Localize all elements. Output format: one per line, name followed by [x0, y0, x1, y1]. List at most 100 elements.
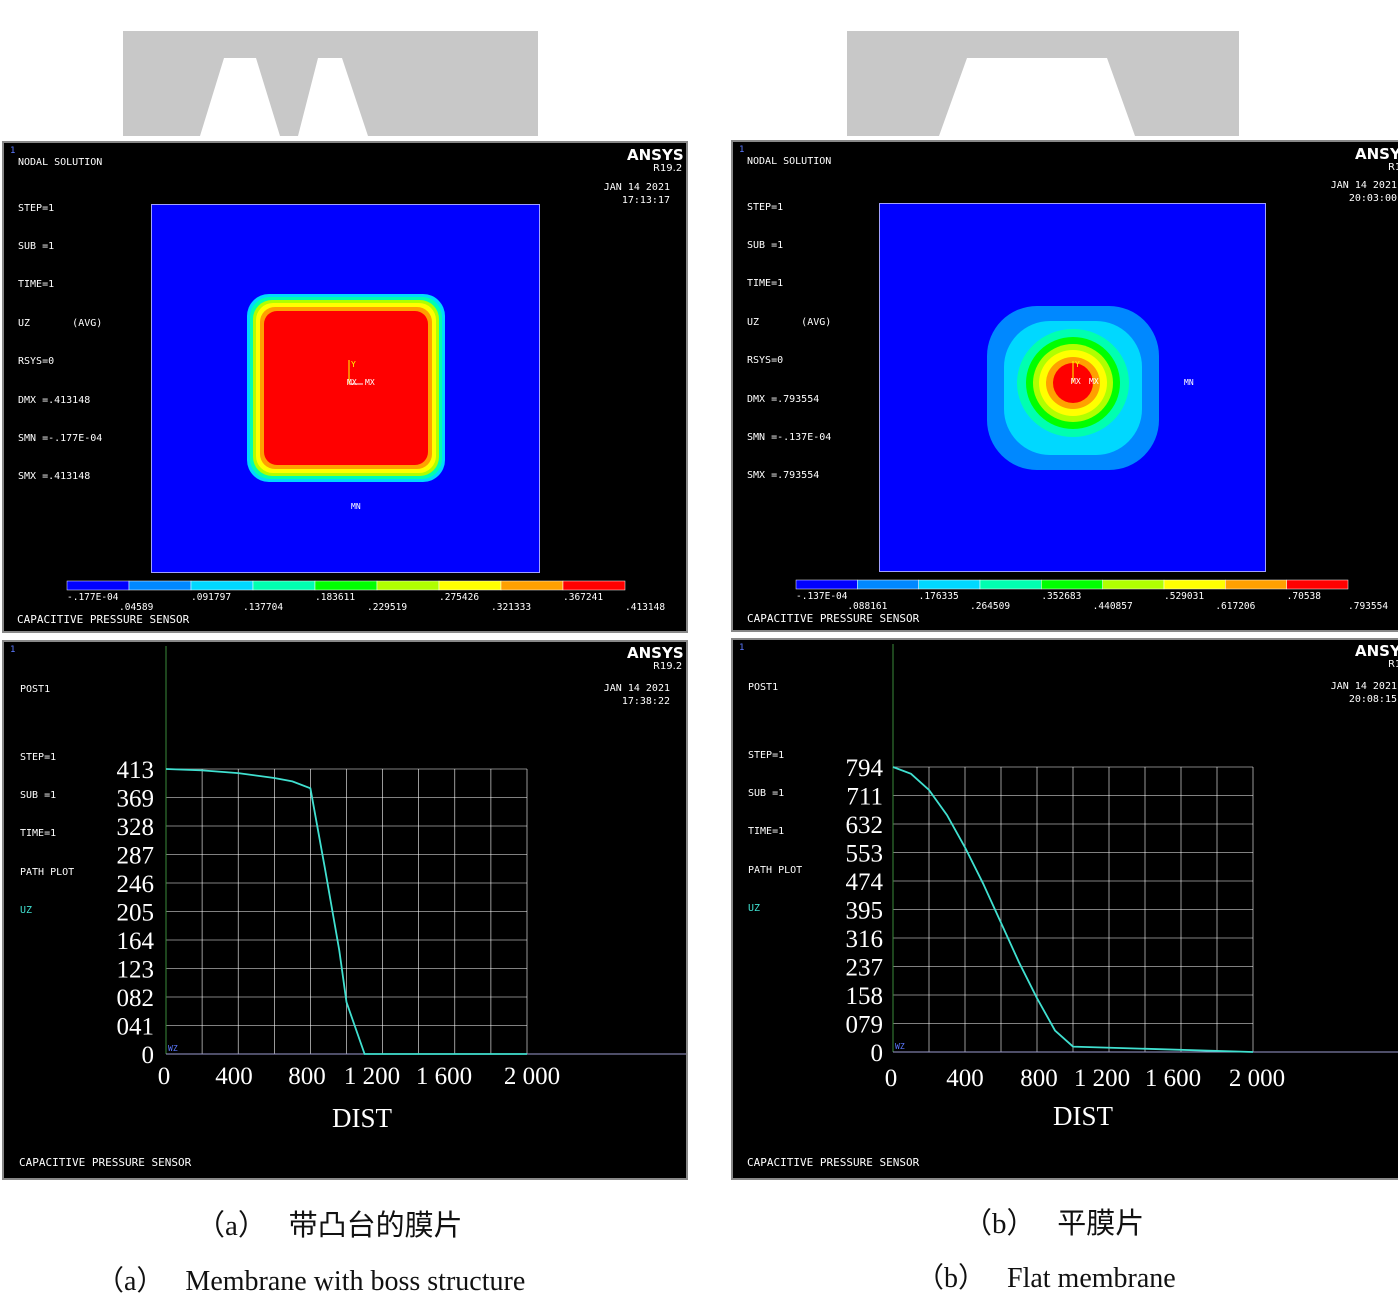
legend-top-label: -.137E-04: [796, 591, 848, 602]
legend-swatch: [438, 580, 502, 591]
legend-top-labels: -.137E-04 .176335 .352683 .529031 .70538: [796, 591, 1321, 602]
y-tick-label: 794: [846, 755, 884, 782]
date-text: JAN 14 2021: [603, 683, 670, 694]
boss-membrane-profile: [123, 31, 538, 136]
plot-date: JAN 14 2021 20:08:15: [1293, 680, 1397, 706]
info-line: STEP=1: [18, 202, 55, 214]
info-line: SMX =.413148: [18, 471, 91, 483]
info-line: RSYS=0: [18, 356, 55, 368]
info-line: TIME=1: [748, 826, 785, 838]
y-tick-label: 328: [117, 814, 155, 841]
caption-a-chinese: （a） 带凸台的膜片: [196, 1210, 463, 1242]
x-tick-label: 2 000: [504, 1063, 560, 1090]
legend-bottom-label: .321333: [491, 602, 531, 613]
legend-swatch: [795, 579, 858, 590]
grid: [892, 766, 1254, 1053]
date-text: JAN 14 2021: [603, 182, 670, 193]
uz-label: UZ: [748, 903, 761, 915]
ansys-logo: ANSYS: [627, 644, 684, 662]
y-tick-label: 632: [846, 812, 884, 839]
time-text: 20:03:00: [1348, 193, 1397, 204]
color-legend: -.137E-04 .176335 .352683 .529031 .70538 .08…: [795, 579, 1388, 612]
svg-text:MX: MX: [347, 378, 357, 387]
legend-bottom-label: .793554: [1348, 601, 1388, 612]
y-tick-label: 553: [846, 841, 884, 868]
x-tick-label: 400: [215, 1063, 253, 1090]
legend-top-label: .529031: [1164, 591, 1204, 602]
y-tick-label: 413: [117, 757, 155, 784]
y-tick-label: 082: [117, 985, 155, 1012]
info-line: DMX =.413148: [18, 394, 91, 406]
y-tick-label: 246: [117, 871, 155, 898]
y-tick-label: 287: [117, 843, 155, 870]
coordinate-triad: Y MX MX: [347, 360, 375, 387]
y-tick-label: 711: [846, 784, 883, 811]
wz-marker: WZ: [895, 1042, 905, 1051]
plot-date: JAN 14 2021 17:13:17: [604, 181, 670, 207]
info-line: SUB =1: [747, 239, 784, 251]
info-line: UZ (AVG): [18, 317, 103, 329]
legend-bottom-label: .229519: [367, 602, 407, 613]
legend-top-label: .176335: [919, 591, 959, 602]
ansys-version: R19.2: [653, 163, 683, 174]
window-number: 1: [739, 145, 745, 155]
info-line: STEP=1: [748, 749, 785, 761]
y-tick-label: 316: [846, 926, 884, 953]
plot-footer: CAPACITIVE PRESSURE SENSOR: [747, 1156, 920, 1169]
y-tick-label: 0: [871, 1040, 884, 1067]
window-number: 1: [739, 643, 745, 653]
path-info: POST1 STEP=1 SUB =1 TIME=1 PATH PLOT UZ: [20, 658, 74, 944]
legend-swatch: [562, 580, 626, 591]
caption-b-english: （b） Flat membrane: [916, 1263, 1176, 1294]
legend-swatch: [128, 580, 192, 591]
info-line: DMX =.793554: [747, 393, 820, 405]
info-line: SUB =1: [18, 240, 55, 252]
uz-curve: [165, 768, 527, 1055]
info-line: SMX =.793554: [747, 470, 820, 482]
legend-swatch: [1163, 579, 1226, 590]
y-tick-label: 041: [117, 1014, 155, 1041]
window-number: 1: [10, 146, 16, 156]
x-axis-label: DIST: [1053, 1101, 1114, 1131]
x-tick-label: 400: [946, 1065, 984, 1092]
legend-bottom-label: .088161: [847, 601, 887, 612]
plot-title: NODAL SOLUTION: [747, 156, 832, 167]
y-tick-label: 395: [846, 898, 884, 925]
x-tick-label: 800: [1020, 1065, 1058, 1092]
legend-bottom-label: .04589: [119, 602, 154, 613]
x-tick-label: 0: [885, 1065, 898, 1092]
path-info: POST1 STEP=1 SUB =1 TIME=1 PATH PLOT UZ: [748, 656, 802, 942]
y-tick-label: 123: [117, 957, 155, 984]
plot-date: JAN 14 2021 17:38:22: [604, 682, 670, 708]
legend-swatch: [979, 579, 1042, 590]
plot-date: JAN 14 2021 20:03:00: [1293, 179, 1397, 205]
path-panel-b: 1 POST1 STEP=1 SUB =1 TIME=1 PATH PLOT U…: [731, 638, 1398, 1180]
legend-top-label: .352683: [1041, 591, 1081, 602]
path-panel-a: 1 POST1 STEP=1 SUB =1 TIME=1 PATH PLOT U…: [2, 640, 688, 1180]
y-tick-label: 158: [846, 983, 884, 1010]
legend-bottom-labels: .04589 .137704 .229519 .321333 .413148: [119, 602, 665, 613]
ansys-logo: ANSYS: [1355, 145, 1398, 163]
legend-bottom-label: .413148: [625, 602, 665, 613]
plot-title: NODAL SOLUTION: [18, 157, 103, 168]
info-line: POST1: [20, 683, 51, 695]
legend-top-label: -.177E-04: [67, 592, 119, 603]
y-tick-label: 237: [846, 955, 884, 982]
x-tick-label: 1 200: [344, 1063, 400, 1090]
solution-info: STEP=1 SUB =1 TIME=1 UZ (AVG) RSYS=0 DMX…: [747, 176, 831, 509]
info-line: TIME=1: [18, 279, 55, 291]
info-line: PATH PLOT: [20, 866, 75, 878]
info-line: TIME=1: [20, 828, 57, 840]
legend-swatch: [1041, 579, 1103, 590]
ansys-version: R19: [1388, 162, 1398, 173]
legend-top-label: .367241: [563, 592, 603, 603]
info-line: POST1: [748, 681, 779, 693]
window-number: 1: [10, 645, 16, 655]
min-marker: MN: [351, 502, 361, 511]
caption-a-english: （a） Membrane with boss structure: [96, 1266, 526, 1297]
legend-swatch: [376, 580, 440, 591]
x-tick-label: 1 600: [416, 1063, 472, 1090]
caption-b-chinese: （b） 平膜片: [963, 1208, 1145, 1240]
